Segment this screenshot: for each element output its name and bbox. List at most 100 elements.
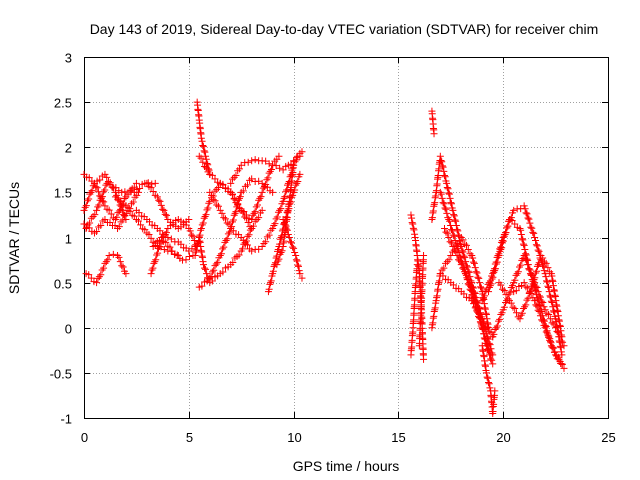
series-track-9 (147, 215, 201, 278)
data-point (499, 285, 507, 293)
data-point (529, 294, 537, 302)
data-point (244, 218, 252, 226)
data-point (448, 227, 456, 235)
data-point (107, 210, 115, 218)
data-point (290, 161, 298, 169)
data-point (198, 137, 206, 145)
data-point (253, 215, 261, 223)
data-point (436, 270, 444, 278)
data-point (481, 335, 489, 343)
data-point (122, 215, 130, 223)
data-point (234, 201, 242, 209)
data-point (505, 217, 513, 225)
data-point (104, 256, 112, 264)
data-point (294, 178, 302, 186)
data-point (217, 250, 225, 258)
data-point (118, 188, 126, 196)
data-point (538, 316, 546, 324)
data-point (526, 288, 534, 296)
data-point (225, 220, 233, 228)
data-point (276, 235, 284, 243)
data-point (478, 297, 486, 305)
data-point (549, 303, 557, 311)
data-point (200, 214, 208, 222)
series-track-10 (149, 234, 197, 264)
data-point (278, 247, 286, 255)
data-point (201, 212, 209, 220)
data-point (463, 262, 471, 270)
data-point (100, 188, 108, 196)
data-point (203, 206, 211, 214)
data-point (440, 200, 448, 208)
data-point (520, 252, 528, 260)
data-point (235, 194, 243, 202)
data-point (552, 351, 560, 359)
data-point (115, 253, 123, 261)
data-point (560, 364, 568, 372)
data-point (499, 237, 507, 245)
data-point (457, 261, 465, 269)
data-point (195, 152, 203, 160)
data-point (162, 229, 170, 237)
data-point (115, 187, 123, 195)
data-point (90, 179, 98, 187)
data-point (443, 229, 451, 237)
data-point (263, 233, 271, 241)
data-point (251, 217, 259, 225)
data-point (505, 290, 513, 298)
data-point (82, 202, 90, 210)
data-point (546, 292, 554, 300)
data-point (545, 333, 553, 341)
data-point (509, 282, 517, 290)
data-point (531, 234, 539, 241)
data-point (248, 247, 256, 255)
series-track-5 (80, 188, 142, 237)
data-point (527, 270, 535, 278)
series-track-6 (132, 206, 199, 255)
data-point (468, 288, 476, 296)
axis-ticks: 0 5 10 15 20 25 -1 -0.5 0 0.5 1 1.5 2 2.5 3 (50, 51, 616, 446)
data-point (124, 203, 132, 211)
data-point (477, 319, 485, 327)
data-point (493, 322, 501, 330)
data-point (149, 187, 157, 195)
data-point (199, 261, 207, 269)
y-tick-label: 3 (65, 51, 72, 66)
data-point (251, 208, 259, 216)
data-point (446, 238, 454, 246)
data-point (475, 274, 483, 282)
data-point (294, 262, 302, 270)
data-point (202, 164, 210, 172)
data-point (542, 259, 550, 267)
data-point (213, 201, 221, 209)
data-point (228, 191, 236, 199)
data-point (518, 309, 526, 317)
data-point (160, 246, 168, 254)
data-point (532, 237, 540, 245)
data-point (513, 270, 521, 278)
data-point (540, 267, 548, 275)
data-point (527, 223, 535, 231)
data-point (277, 205, 285, 213)
data-point (242, 237, 250, 245)
data-point (479, 290, 487, 298)
data-point (533, 267, 541, 275)
data-point (281, 221, 289, 229)
data-point (445, 189, 453, 197)
data-point (286, 238, 294, 246)
data-point (437, 190, 445, 198)
data-point (440, 167, 448, 175)
data-point (101, 170, 109, 178)
data-point (466, 250, 474, 258)
data-point (267, 279, 275, 287)
data-point (444, 185, 452, 193)
data-point (520, 241, 528, 249)
data-point (150, 259, 158, 267)
data-point (199, 158, 207, 166)
data-point (273, 261, 281, 269)
data-point (283, 186, 291, 194)
data-point (452, 247, 460, 255)
data-point (264, 174, 272, 182)
data-point (285, 234, 293, 241)
data-point (460, 265, 468, 273)
